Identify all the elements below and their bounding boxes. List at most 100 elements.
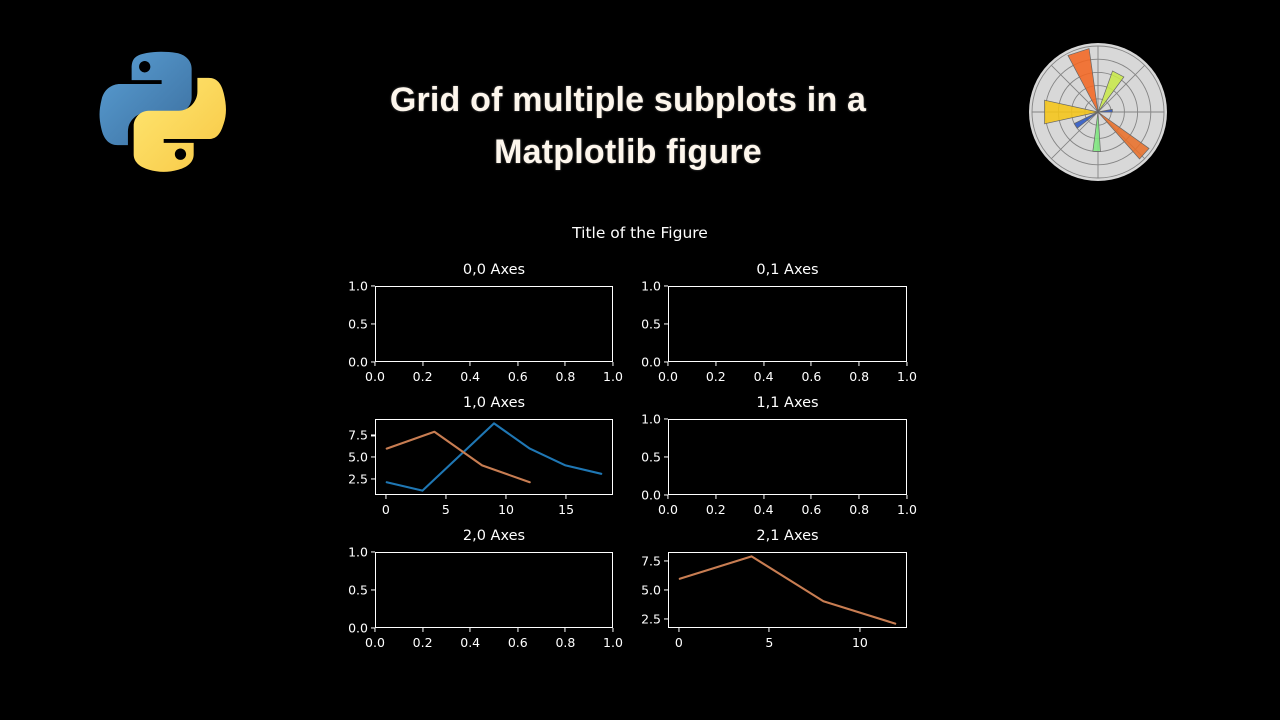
xtick-mark (667, 495, 669, 499)
polar-bar (1097, 111, 1150, 160)
plot-area-2-1 (678, 555, 897, 625)
ytick-mark (371, 478, 375, 480)
ytick-label: 7.5 (641, 553, 661, 569)
ytick-mark (371, 285, 375, 287)
xtick-mark (374, 628, 376, 632)
ytick-mark (371, 361, 375, 363)
ytick-mark (664, 323, 668, 325)
axes-2-1[interactable]: 2,1 Axes 2.5 5.0 7.5 0 5 10 (641, 528, 907, 650)
ytick-mark (664, 589, 668, 591)
polar-grid-spoke (1051, 111, 1099, 159)
xtick-label: 0.8 (555, 369, 576, 384)
xtick-mark (859, 628, 861, 632)
ytick-label: 0.0 (348, 620, 368, 636)
ytick-mark (371, 551, 375, 553)
xtick-label: 0.0 (658, 369, 678, 384)
axes-frame-0-1 (668, 286, 907, 362)
xtick-mark (505, 495, 507, 499)
xtick-mark (517, 628, 519, 632)
axes-frame-1-1 (668, 419, 907, 495)
matplotlib-figure: Title of the Figure 0,0 Axes 0.0 0.5 1.0 0.… (0, 196, 1280, 696)
xtick-mark (858, 495, 860, 499)
xtick-mark (858, 362, 860, 366)
ytick-mark (371, 323, 375, 325)
axes-frame-2-0 (375, 552, 613, 628)
xtick-label: 0.6 (801, 502, 822, 517)
ytick-label: 5.0 (348, 449, 368, 465)
ytick-mark (664, 285, 668, 287)
ytick-mark (664, 618, 668, 620)
ytick-mark (371, 627, 375, 629)
ytick-mark (664, 494, 668, 496)
xtick-mark (564, 362, 566, 366)
plot-area-0-1 (669, 287, 906, 361)
xtick-mark (678, 628, 680, 632)
xtick-label: 0.2 (412, 635, 433, 650)
xtick-label: 10 (498, 502, 514, 517)
xtick-label: 0 (674, 635, 683, 650)
xtick-label: 0.8 (849, 369, 870, 384)
xtick-mark (810, 495, 812, 499)
xtick-label: 5 (765, 635, 774, 650)
xtick-mark (422, 628, 424, 632)
page-title-line-1: Grid of multiple subplots in a (389, 81, 867, 119)
xtick-mark (469, 362, 471, 366)
xtick-label: 0.4 (460, 635, 481, 650)
xtick-label: 0.4 (753, 502, 774, 517)
xtick-mark (422, 362, 424, 366)
ytick-mark (664, 560, 668, 562)
xtick-label: 1.0 (897, 369, 917, 384)
axes-0-0[interactable]: 0,0 Axes 0.0 0.5 1.0 0.0 0.2 0.4 0.6 0.8 1.0 (348, 262, 623, 384)
line-orange-series (385, 430, 531, 484)
xtick-label: 15 (558, 502, 575, 517)
axes-frame-0-0 (375, 286, 613, 362)
axes-2-0[interactable]: 2,0 Axes 0.0 0.5 1.0 0.0 0.2 0.4 0.6 0.8 1.0 (348, 528, 623, 650)
plot-area-2-0 (376, 553, 612, 627)
xtick-mark (715, 362, 717, 366)
ytick-label: 7.5 (348, 427, 368, 443)
plot-area-1-1 (669, 420, 906, 494)
xtick-mark (763, 495, 765, 499)
xtick-label: 0.0 (658, 502, 678, 517)
line-orange-series (678, 555, 897, 625)
xtick-mark (565, 495, 567, 499)
ytick-mark (371, 456, 375, 458)
xtick-label: 0.6 (507, 369, 528, 384)
axes-1-0[interactable]: 1,0 Axes 2.5 5.0 7.5 0 5 10 15 (348, 395, 613, 517)
xtick-mark (810, 362, 812, 366)
xtick-mark (374, 362, 376, 366)
polar-bar (1044, 99, 1099, 125)
xtick-mark (906, 495, 908, 499)
xtick-label: 0.6 (801, 369, 822, 384)
xtick-mark (906, 362, 908, 366)
python-logo (96, 42, 228, 178)
xtick-label: 0.6 (507, 635, 528, 650)
xtick-label: 0.4 (753, 369, 774, 384)
page-title: Grid of multiple subplots in a Matplotli… (258, 74, 998, 178)
xtick-label: 0.0 (365, 635, 385, 650)
ytick-label: 1.0 (641, 411, 661, 427)
ytick-label: 0.0 (348, 354, 368, 370)
plot-area-1-0 (385, 422, 603, 492)
axes-title-1-1: 1,1 Axes (756, 395, 819, 411)
xtick-label: 0.2 (412, 369, 433, 384)
xtick-label: 0.8 (849, 502, 870, 517)
xtick-mark (385, 495, 387, 499)
xtick-label: 0.2 (705, 369, 726, 384)
xtick-mark (715, 495, 717, 499)
ytick-mark (664, 418, 668, 420)
polar-bar (1097, 70, 1125, 113)
xtick-label: 0.8 (555, 635, 576, 650)
xtick-mark (763, 362, 765, 366)
xtick-mark (768, 628, 770, 632)
polar-bar (1097, 108, 1113, 113)
polar-bar (1092, 111, 1101, 152)
axes-1-1[interactable]: 1,1 Axes 0.0 0.5 1.0 0.0 0.2 0.4 0.6 0.8 1.0 (641, 395, 917, 517)
axes-0-1[interactable]: 0,1 Axes 0.0 0.5 1.0 0.0 0.2 0.4 0.6 0.8 1.0 (641, 262, 917, 384)
xtick-label: 10 (851, 635, 868, 650)
axes-frame-1-0 (375, 419, 613, 495)
xtick-mark (469, 628, 471, 632)
axes-frame-2-1 (668, 552, 907, 628)
xtick-mark (612, 362, 614, 366)
